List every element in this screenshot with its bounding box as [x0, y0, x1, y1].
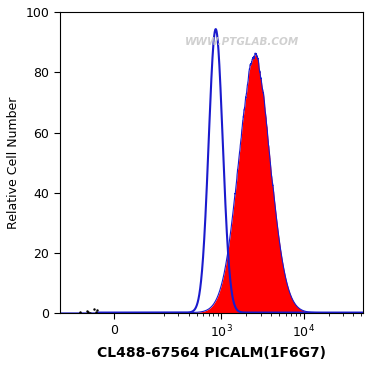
Text: WWW.PTGLAB.COM: WWW.PTGLAB.COM: [185, 37, 299, 47]
X-axis label: CL488-67564 PICALM(1F6G7): CL488-67564 PICALM(1F6G7): [97, 346, 326, 360]
Y-axis label: Relative Cell Number: Relative Cell Number: [7, 97, 20, 229]
